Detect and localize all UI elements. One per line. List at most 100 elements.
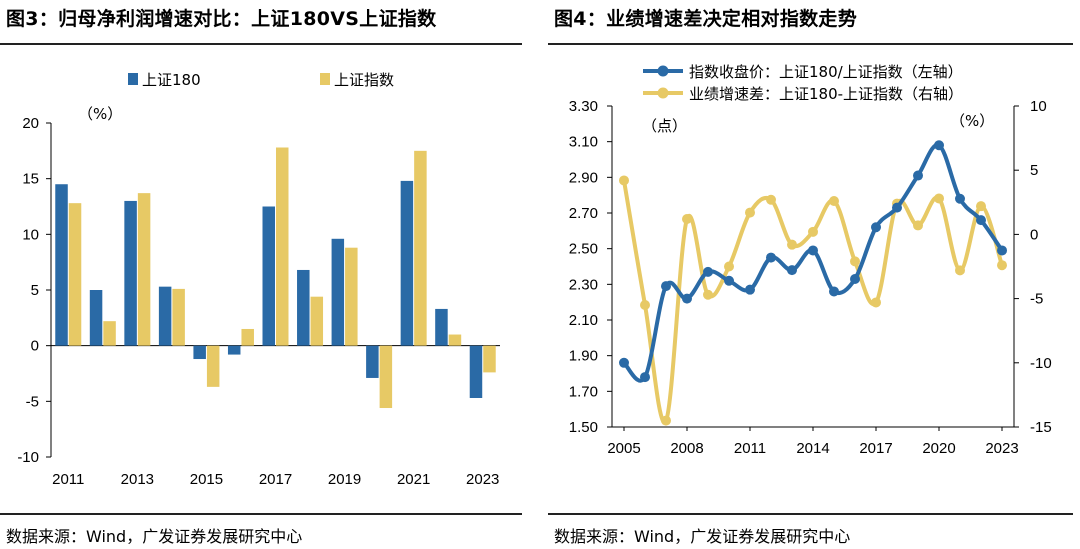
figure-4-title: 图4：业绩增速差决定相对指数走势	[554, 8, 858, 30]
top-rule	[548, 43, 1073, 45]
bar-shangzheng180	[124, 200, 137, 346]
left-axis-unit: （点）	[642, 117, 687, 135]
point-index-ratio	[619, 357, 629, 368]
point-growth-gap	[829, 196, 839, 207]
right-y-tick-label: 5	[1030, 162, 1038, 179]
point-index-ratio	[829, 286, 839, 297]
bar-shangzheng180	[331, 238, 345, 346]
legend-label: 指数收盘价：上证180/上证指数（左轴）	[689, 63, 963, 81]
x-tick-label: 2014	[796, 440, 829, 457]
left-y-tick-label: 3.30	[569, 98, 598, 115]
point-growth-gap	[766, 194, 776, 205]
y-tick-label: 10	[22, 226, 39, 243]
y-tick-label: 0	[31, 338, 39, 355]
point-growth-gap	[724, 261, 734, 272]
x-tick-label: 2023	[985, 440, 1018, 457]
left-y-tick-label: 3.10	[569, 134, 598, 151]
point-index-ratio	[661, 281, 671, 292]
bar-shangzheng-index	[483, 345, 496, 373]
legend-label: 业绩增速差：上证180-上证指数（右轴）	[689, 85, 963, 103]
point-index-ratio	[745, 284, 755, 295]
point-growth-gap	[913, 220, 923, 231]
bar-chart: 上证180 上证指数 （%） -10 -5 0 5 10 15 20 2011 2013 2015 201…	[17, 71, 500, 488]
source-note: 数据来源：Wind，广发证券发展研究中心	[554, 527, 851, 546]
bottom-rule	[0, 513, 522, 515]
point-growth-gap	[955, 265, 965, 276]
point-growth-gap	[640, 300, 650, 311]
left-y-tick-label: 2.30	[569, 276, 598, 293]
left-y-tick-label: 2.10	[569, 312, 598, 329]
dual-axis-line-chart: 指数收盘价：上证180/上证指数（左轴） 业绩增速差：上证180-上证指数（右轴）…	[569, 63, 1052, 457]
bar-shangzheng180	[55, 184, 68, 346]
legend-label: 上证指数	[334, 71, 394, 89]
point-growth-gap	[871, 297, 881, 308]
x-tick-label: 2011	[52, 471, 84, 488]
bar-shangzheng180	[366, 345, 379, 378]
bar-shangzheng180	[435, 308, 448, 346]
legend-marker	[657, 65, 669, 77]
point-growth-gap	[997, 260, 1007, 271]
point-growth-gap	[850, 256, 860, 267]
bar-shangzheng180	[400, 180, 414, 346]
left-y-tick-label: 2.70	[569, 205, 598, 222]
left-y-tick-label: 1.70	[569, 383, 598, 400]
bar-shangzheng-index	[345, 247, 358, 346]
right-y-tick-label: -5	[1030, 291, 1043, 308]
point-index-ratio	[913, 170, 923, 181]
point-index-ratio	[787, 265, 797, 276]
point-index-ratio	[997, 245, 1007, 256]
point-growth-gap	[703, 289, 713, 300]
bar-shangzheng-index	[448, 334, 462, 346]
point-index-ratio	[640, 372, 650, 383]
x-tick-label: 2020	[922, 440, 955, 457]
y-tick-label: 20	[22, 115, 39, 132]
bar-shangzheng-index	[172, 288, 185, 346]
point-growth-gap	[745, 207, 755, 218]
x-tick-label: 2023	[466, 471, 499, 488]
point-index-ratio	[955, 193, 965, 204]
figure-3-panel: 图3：归母净利润增速对比：上证180VS上证指数 上证180 上证指数 （%） -10…	[0, 0, 525, 549]
figure-4-panel: 图4：业绩增速差决定相对指数走势 指数收盘价：上证180/上证指数（左轴） 业绩增…	[548, 0, 1080, 549]
right-axis-unit: （%）	[950, 112, 994, 130]
bar-shangzheng-index	[310, 296, 324, 346]
right-y-tick-label: -15	[1030, 419, 1052, 436]
point-index-ratio	[703, 266, 713, 277]
bar-shangzheng180	[227, 345, 241, 355]
point-growth-gap	[787, 239, 797, 250]
y-tick-label: -5	[26, 393, 39, 410]
y-tick-label: 15	[22, 171, 39, 188]
point-growth-gap	[808, 226, 818, 237]
figure-3-title: 图3：归母净利润增速对比：上证180VS上证指数	[6, 8, 437, 30]
x-tick-label: 2017	[859, 440, 892, 457]
bar-shangzheng-index	[276, 147, 289, 346]
point-growth-gap	[934, 193, 944, 204]
point-index-ratio	[934, 140, 944, 151]
point-index-ratio	[892, 202, 902, 213]
point-index-ratio	[976, 215, 986, 226]
y-axis-unit: （%）	[78, 105, 122, 123]
bar-shangzheng-index	[379, 345, 393, 409]
bar-shangzheng-index	[414, 150, 427, 346]
x-tick-label: 2015	[190, 471, 223, 488]
point-index-ratio	[724, 275, 734, 286]
x-tick-label: 2008	[670, 440, 703, 457]
legend-marker	[657, 87, 669, 99]
bar-shangzheng180	[89, 290, 103, 346]
x-tick-label: 2021	[397, 471, 430, 488]
bar-shangzheng-index	[206, 345, 220, 387]
point-growth-gap	[661, 415, 671, 426]
x-tick-label: 2013	[121, 471, 154, 488]
x-tick-label: 2019	[328, 471, 361, 488]
y-tick-label: 5	[31, 282, 39, 299]
point-index-ratio	[808, 245, 818, 256]
point-index-ratio	[682, 293, 692, 304]
point-growth-gap	[976, 201, 986, 212]
x-tick-label: 2017	[259, 471, 292, 488]
point-growth-gap	[682, 213, 692, 224]
right-y-tick-label: 10	[1030, 98, 1047, 115]
x-tick-label: 2005	[607, 440, 640, 457]
y-tick-label: -10	[17, 449, 39, 466]
source-note: 数据来源：Wind，广发证券发展研究中心	[6, 527, 303, 546]
point-index-ratio	[871, 222, 881, 233]
point-index-ratio	[766, 252, 776, 263]
